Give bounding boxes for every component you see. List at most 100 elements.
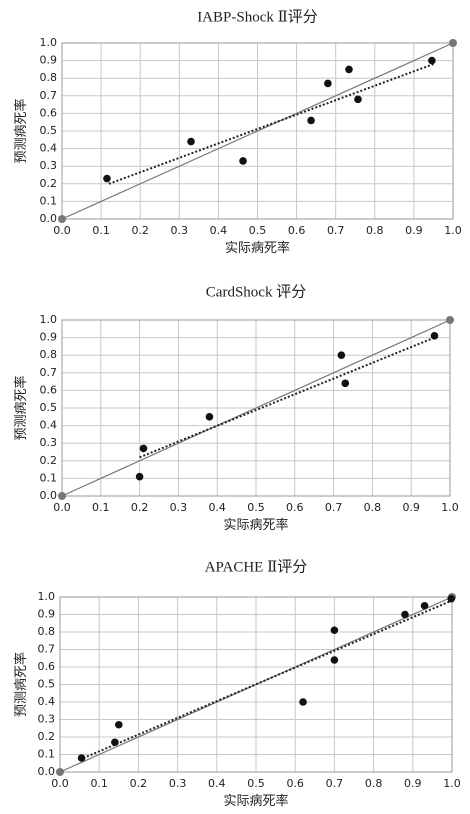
data-point xyxy=(354,95,362,104)
x-tick-label: 0.3 xyxy=(170,501,188,514)
reference-line xyxy=(59,596,453,773)
data-point xyxy=(401,610,409,619)
data-point xyxy=(324,79,332,88)
plot-frame xyxy=(59,596,453,773)
data-point xyxy=(111,738,119,747)
chart-title: APACHE Ⅱ评分 xyxy=(205,558,308,575)
y-tick-label: 0.1 xyxy=(40,471,58,484)
reference-point xyxy=(446,316,454,324)
reference-point xyxy=(58,215,66,223)
data-point xyxy=(330,656,339,664)
y-tick-label: 1.0 xyxy=(40,36,58,49)
x-tick-label: 0.4 xyxy=(208,501,226,514)
y-tick-label: 0.6 xyxy=(40,106,58,119)
y-tick-label: 0.1 xyxy=(40,194,58,207)
fit-line xyxy=(108,63,434,185)
chart-title: IABP-Shock Ⅱ评分 xyxy=(197,8,318,25)
data-point xyxy=(430,332,439,340)
x-tick-label: 0.3 xyxy=(171,224,189,237)
x-tick-label: 0.8 xyxy=(366,224,384,237)
y-tick-label: 0.3 xyxy=(40,436,58,449)
y-tick-label: 0.2 xyxy=(38,730,56,743)
x-tick-label: 0.9 xyxy=(405,224,423,237)
x-tick-label: 0.3 xyxy=(169,777,187,790)
reference-line xyxy=(61,319,451,497)
x-tick-label: 0.0 xyxy=(53,224,71,237)
x-tick-label: 0.5 xyxy=(247,501,265,514)
x-tick-label: 0.1 xyxy=(92,501,110,514)
fit-line xyxy=(139,336,435,459)
x-tick-label: 0.1 xyxy=(92,224,110,237)
x-tick-label: 0.5 xyxy=(247,777,265,790)
x-tick-label: 0.5 xyxy=(249,224,267,237)
data-point xyxy=(135,472,144,481)
data-point xyxy=(103,174,111,183)
y-tick-label: 0.0 xyxy=(40,489,58,502)
data-point xyxy=(420,601,429,610)
data-point xyxy=(205,413,214,421)
x-tick-label: 0.2 xyxy=(130,777,148,790)
y-tick-label: 0.3 xyxy=(38,713,56,726)
y-tick-label: 0.9 xyxy=(40,331,58,344)
data-point xyxy=(299,698,307,706)
x-tick-label: 0.2 xyxy=(131,501,149,514)
reference-point xyxy=(449,39,457,47)
x-tick-label: 0.9 xyxy=(404,777,422,790)
y-tick-label: 0.2 xyxy=(40,454,58,467)
plot-frame xyxy=(61,319,451,497)
y-tick-label: 0.5 xyxy=(38,678,56,691)
data-point xyxy=(447,594,456,603)
y-tick-label: 0.0 xyxy=(38,765,56,778)
y-tick-label: 1.0 xyxy=(40,313,58,326)
reference-point xyxy=(56,768,64,776)
y-tick-label: 0.4 xyxy=(38,695,56,708)
data-point xyxy=(77,754,86,762)
y-tick-label: 0.6 xyxy=(40,383,58,396)
fit-line xyxy=(79,599,453,761)
y-axis-label: 预测病死率 xyxy=(13,375,28,440)
y-tick-label: 0.9 xyxy=(38,608,56,621)
y-tick-label: 0.4 xyxy=(40,142,58,155)
x-axis-label: 实际病死率 xyxy=(225,240,290,255)
y-tick-label: 0.2 xyxy=(40,177,58,190)
x-tick-label: 0.4 xyxy=(208,777,226,790)
data-point xyxy=(341,379,350,388)
reference-point xyxy=(58,492,66,500)
x-tick-label: 0.8 xyxy=(365,777,383,790)
y-tick-label: 0.8 xyxy=(40,71,58,84)
x-tick-label: 0.6 xyxy=(286,501,304,514)
chart-title: CardShock 评分 xyxy=(206,283,306,300)
y-tick-label: 0.7 xyxy=(38,643,56,656)
x-tick-label: 0.6 xyxy=(288,224,306,237)
x-tick-label: 0.8 xyxy=(364,501,382,514)
x-tick-label: 0.6 xyxy=(286,777,304,790)
x-tick-label: 1.0 xyxy=(441,501,459,514)
x-tick-label: 0.4 xyxy=(210,224,228,237)
y-tick-label: 0.8 xyxy=(38,625,56,638)
x-tick-label: 0.2 xyxy=(131,224,149,237)
y-axis-label: 预测病死率 xyxy=(13,98,28,163)
x-tick-label: 0.7 xyxy=(326,777,344,790)
y-tick-label: 0.5 xyxy=(40,401,58,414)
data-point xyxy=(187,137,195,146)
y-tick-label: 0.1 xyxy=(38,748,56,761)
y-tick-label: 0.3 xyxy=(40,159,58,172)
data-point xyxy=(239,157,247,165)
data-point xyxy=(428,56,436,65)
x-tick-label: 0.7 xyxy=(325,501,343,514)
data-point xyxy=(115,720,123,729)
x-axis-label: 实际病死率 xyxy=(223,793,288,808)
data-point xyxy=(337,351,346,360)
x-tick-label: 1.0 xyxy=(444,224,462,237)
x-tick-label: 0.0 xyxy=(51,777,69,790)
y-tick-label: 0.6 xyxy=(38,660,56,673)
y-tick-label: 0.4 xyxy=(40,419,58,432)
reference-line xyxy=(61,42,454,220)
y-tick-label: 0.5 xyxy=(40,124,58,137)
x-tick-label: 0.1 xyxy=(90,777,108,790)
data-point xyxy=(330,626,339,635)
x-tick-label: 1.0 xyxy=(443,777,461,790)
y-tick-label: 0.8 xyxy=(40,348,58,361)
data-point xyxy=(345,65,353,74)
x-axis-label: 实际病死率 xyxy=(223,517,288,532)
